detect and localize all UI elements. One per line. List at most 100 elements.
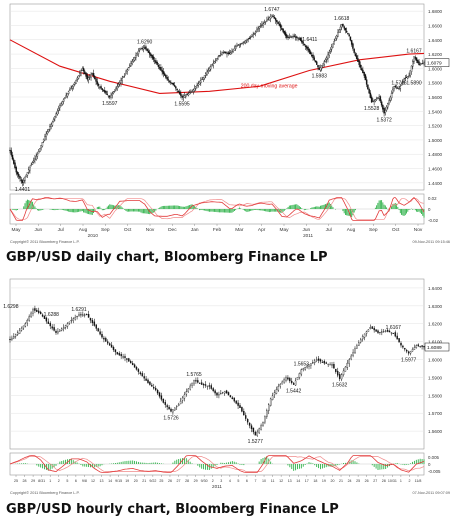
- candle-body: [291, 36, 293, 38]
- candle-body: [108, 343, 111, 346]
- candle: [340, 373, 343, 382]
- osc-signal-line: [9, 456, 425, 472]
- candle: [11, 151, 14, 161]
- candle: [99, 328, 101, 336]
- candle-body: [9, 339, 11, 341]
- candle: [127, 67, 130, 71]
- candle-body: [30, 312, 32, 317]
- x-tick-label: Dec: [168, 227, 177, 233]
- candle: [410, 65, 413, 75]
- candle-body: [176, 89, 178, 91]
- candle: [143, 373, 145, 382]
- candle-body: [356, 345, 358, 349]
- y-tick-label: 1.5900: [428, 375, 442, 380]
- candle: [258, 25, 261, 32]
- candle: [218, 54, 221, 58]
- candle-body: [312, 54, 314, 59]
- candle-body: [43, 315, 46, 319]
- x-tick-label: 11: [271, 479, 275, 483]
- osc-tick-label: -0.02: [428, 218, 439, 223]
- candle-body: [126, 69, 128, 72]
- candle: [105, 336, 107, 342]
- candle-body: [106, 93, 108, 95]
- candle-body: [364, 74, 367, 81]
- osc-tick-label: 0: [428, 462, 431, 467]
- candle-body: [268, 404, 270, 412]
- candle: [315, 356, 318, 363]
- candle: [304, 44, 307, 51]
- candle-body: [120, 80, 122, 84]
- candle: [279, 383, 281, 389]
- candle-body: [123, 73, 126, 77]
- candle: [49, 123, 51, 132]
- candle-body: [323, 61, 325, 65]
- candle: [408, 72, 410, 78]
- candle: [47, 318, 50, 324]
- y-tick-label: 1.5600: [428, 429, 442, 434]
- candle: [86, 72, 89, 82]
- candle-body: [394, 85, 397, 88]
- candle: [236, 42, 238, 48]
- candle: [249, 35, 252, 40]
- candle: [170, 80, 172, 86]
- candle: [69, 87, 71, 91]
- candle: [294, 377, 297, 386]
- candle-body: [385, 106, 388, 111]
- candle-body: [78, 314, 80, 316]
- candle-body: [69, 89, 71, 91]
- candle: [419, 345, 421, 348]
- candle: [166, 74, 168, 81]
- candle: [413, 56, 415, 65]
- candle: [379, 331, 381, 335]
- candle-body: [390, 332, 393, 334]
- candle: [77, 75, 80, 80]
- candle-body: [30, 164, 32, 167]
- candle-body: [269, 16, 272, 19]
- candle: [352, 349, 354, 358]
- candle-body: [214, 390, 216, 394]
- price-annotation: 1.6411: [302, 37, 317, 43]
- candle: [123, 73, 126, 78]
- candle-body: [67, 91, 70, 94]
- candle-body: [54, 116, 56, 119]
- candle-body: [157, 65, 160, 67]
- candle-body: [367, 329, 370, 332]
- candle: [275, 386, 278, 395]
- candle-body: [156, 390, 159, 394]
- candle: [239, 43, 242, 48]
- candle: [174, 407, 176, 411]
- candle-body: [10, 150, 12, 156]
- candle-body: [147, 379, 149, 383]
- candle: [175, 85, 177, 91]
- candle-body: [143, 376, 145, 379]
- candle-body: [352, 43, 354, 49]
- candle-body: [19, 176, 21, 179]
- candle-body: [210, 66, 212, 70]
- candle-body: [122, 356, 124, 358]
- candle-body: [269, 398, 272, 406]
- candle-body: [365, 79, 368, 85]
- candle-body: [354, 53, 357, 56]
- candle: [91, 317, 94, 327]
- candle: [252, 427, 255, 435]
- candle: [355, 52, 358, 60]
- candle: [138, 47, 141, 53]
- candle: [402, 79, 404, 84]
- candle: [330, 43, 333, 53]
- candle: [382, 104, 384, 113]
- candle-body: [200, 382, 203, 385]
- price-annotation: 1.5765: [186, 372, 202, 378]
- candle-body: [423, 62, 425, 65]
- candle-body: [82, 314, 84, 316]
- candle: [395, 84, 398, 90]
- candle: [420, 63, 423, 65]
- candle: [158, 391, 161, 399]
- candle-body: [384, 109, 387, 114]
- x-tick-label: 5: [237, 479, 239, 483]
- candle: [259, 22, 262, 28]
- candle: [206, 68, 208, 76]
- candle: [299, 37, 302, 42]
- candle-body: [180, 93, 182, 96]
- candle-body: [361, 336, 364, 340]
- candle-body: [55, 113, 57, 118]
